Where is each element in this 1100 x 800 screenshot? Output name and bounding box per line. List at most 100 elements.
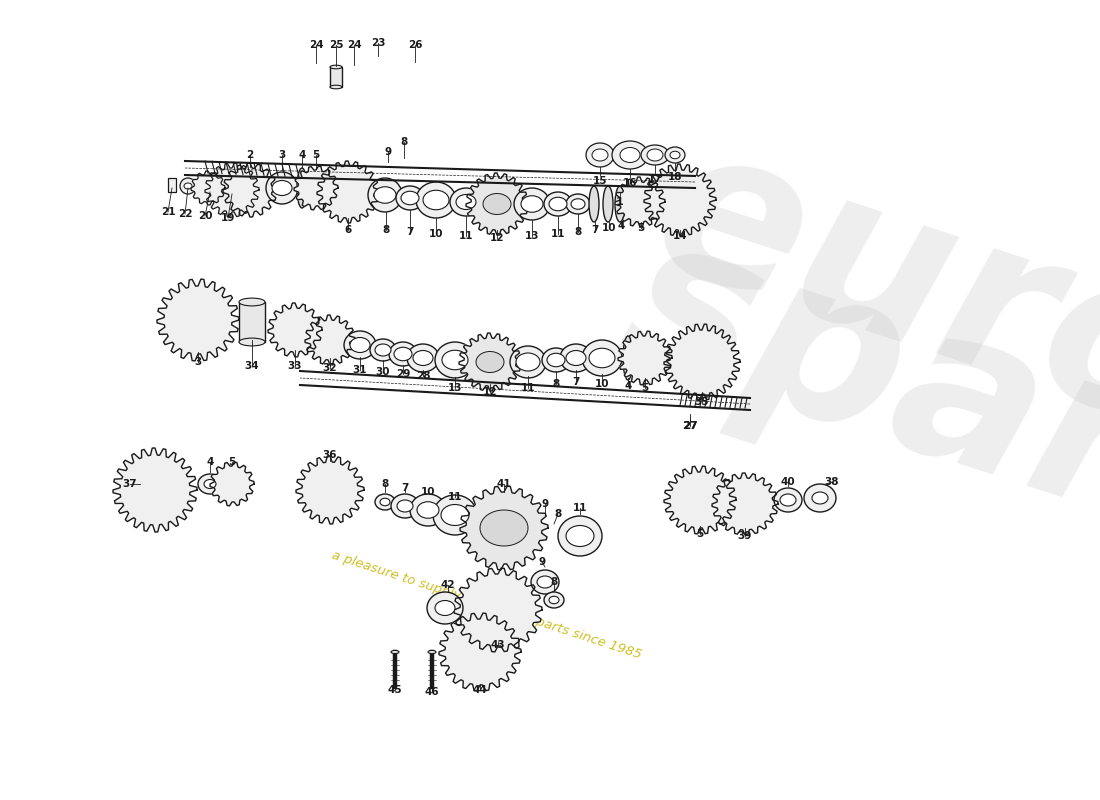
Ellipse shape <box>397 500 412 512</box>
Text: 34: 34 <box>244 361 260 371</box>
Text: 11: 11 <box>459 231 473 241</box>
Polygon shape <box>268 303 322 357</box>
Ellipse shape <box>612 141 648 169</box>
Ellipse shape <box>375 494 395 510</box>
Text: 8: 8 <box>552 379 560 389</box>
Ellipse shape <box>566 194 590 214</box>
Ellipse shape <box>812 492 828 504</box>
Text: 11: 11 <box>448 492 462 502</box>
Ellipse shape <box>544 192 572 216</box>
Ellipse shape <box>416 182 456 218</box>
Ellipse shape <box>521 196 543 212</box>
Polygon shape <box>664 324 740 400</box>
Polygon shape <box>296 456 364 524</box>
Text: 25: 25 <box>329 40 343 50</box>
Ellipse shape <box>402 191 419 205</box>
Ellipse shape <box>441 505 469 526</box>
Bar <box>330 67 342 87</box>
Ellipse shape <box>389 342 417 366</box>
Ellipse shape <box>647 149 663 161</box>
Text: 10: 10 <box>602 223 616 233</box>
Text: 6: 6 <box>344 225 352 235</box>
Text: 26: 26 <box>408 40 422 50</box>
Polygon shape <box>317 161 379 223</box>
Ellipse shape <box>266 172 298 204</box>
Text: 15: 15 <box>593 176 607 186</box>
Ellipse shape <box>623 336 632 380</box>
Text: 21: 21 <box>161 207 175 217</box>
Text: 4: 4 <box>298 150 306 160</box>
Text: 11: 11 <box>551 229 565 239</box>
Polygon shape <box>205 163 258 217</box>
Text: 43: 43 <box>491 640 505 650</box>
Polygon shape <box>664 466 736 534</box>
Polygon shape <box>459 333 521 391</box>
Ellipse shape <box>204 479 216 489</box>
Ellipse shape <box>374 186 396 203</box>
Ellipse shape <box>396 186 424 210</box>
Ellipse shape <box>780 494 796 506</box>
Ellipse shape <box>344 331 376 359</box>
Ellipse shape <box>603 186 613 222</box>
Ellipse shape <box>239 338 265 346</box>
Ellipse shape <box>390 650 399 654</box>
Text: 2: 2 <box>246 150 254 160</box>
Text: 27: 27 <box>682 421 697 431</box>
Ellipse shape <box>450 188 482 216</box>
Polygon shape <box>454 568 542 652</box>
Text: 9: 9 <box>384 147 392 157</box>
Ellipse shape <box>239 298 265 306</box>
Text: 28: 28 <box>416 371 430 381</box>
Polygon shape <box>615 177 666 227</box>
Ellipse shape <box>433 495 477 535</box>
Text: 42: 42 <box>441 580 455 590</box>
Text: 5: 5 <box>229 457 235 467</box>
Ellipse shape <box>588 186 600 222</box>
Polygon shape <box>644 164 716 236</box>
Text: 39: 39 <box>738 531 752 541</box>
Text: 8: 8 <box>383 225 389 235</box>
Polygon shape <box>210 462 254 506</box>
Ellipse shape <box>198 474 222 494</box>
Ellipse shape <box>330 66 342 69</box>
Ellipse shape <box>592 149 608 161</box>
Text: euro: euro <box>630 105 1100 475</box>
Text: 36: 36 <box>322 450 338 460</box>
Text: 4: 4 <box>617 221 625 231</box>
Polygon shape <box>223 163 277 217</box>
Text: 10: 10 <box>420 487 436 497</box>
Ellipse shape <box>180 178 196 194</box>
Polygon shape <box>191 171 225 205</box>
Bar <box>168 178 176 192</box>
Text: 4: 4 <box>625 381 631 391</box>
Ellipse shape <box>476 351 504 373</box>
Ellipse shape <box>417 502 439 518</box>
Text: 20: 20 <box>198 211 212 221</box>
Text: 8: 8 <box>550 577 558 587</box>
Text: 7: 7 <box>592 225 598 235</box>
Ellipse shape <box>514 188 550 220</box>
Text: a pleasure to supply top quality parts since 1985: a pleasure to supply top quality parts s… <box>330 549 644 662</box>
Bar <box>239 302 265 342</box>
Ellipse shape <box>547 354 565 366</box>
Text: 5: 5 <box>312 150 320 160</box>
Ellipse shape <box>330 86 342 89</box>
Polygon shape <box>460 486 548 570</box>
Ellipse shape <box>586 143 614 167</box>
Polygon shape <box>439 613 521 691</box>
Text: 19: 19 <box>221 213 235 223</box>
Text: 5: 5 <box>641 383 649 393</box>
Text: 30: 30 <box>376 367 390 377</box>
Text: 8: 8 <box>400 137 408 147</box>
Ellipse shape <box>272 181 292 195</box>
Ellipse shape <box>375 344 390 356</box>
Text: 45: 45 <box>387 685 403 695</box>
Text: 12: 12 <box>490 233 504 243</box>
Text: 9: 9 <box>541 499 549 509</box>
Ellipse shape <box>558 516 602 556</box>
Text: 7: 7 <box>402 483 409 493</box>
Ellipse shape <box>434 601 455 615</box>
Text: 41: 41 <box>497 479 512 489</box>
Text: 24: 24 <box>309 40 323 50</box>
Text: 7: 7 <box>572 377 580 387</box>
